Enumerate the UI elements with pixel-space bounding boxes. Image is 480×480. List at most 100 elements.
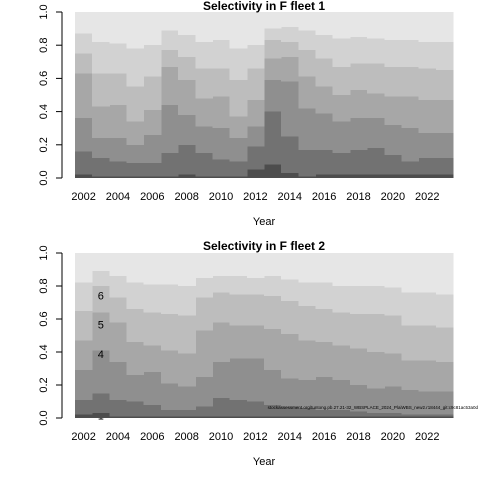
area-segment bbox=[349, 385, 368, 412]
area-segment bbox=[418, 416, 437, 418]
area-segment bbox=[109, 138, 128, 162]
x-axis-label: Year bbox=[253, 456, 276, 468]
x-tick-label: 2020 bbox=[381, 191, 405, 203]
area-segment bbox=[418, 174, 437, 178]
area-segment bbox=[349, 314, 368, 349]
area-segment bbox=[435, 41, 454, 71]
area-segment bbox=[143, 176, 162, 178]
area-segment bbox=[281, 41, 299, 57]
area-segment bbox=[384, 287, 402, 316]
area-segment bbox=[160, 253, 179, 285]
area-segment bbox=[367, 388, 385, 414]
x-tick-label: 2022 bbox=[415, 191, 439, 203]
area-segment bbox=[349, 118, 368, 150]
area-segment bbox=[143, 134, 162, 164]
x-tick-label: 2018 bbox=[346, 431, 370, 443]
area-segment bbox=[229, 161, 248, 177]
area-segment bbox=[315, 113, 334, 150]
area-segment bbox=[178, 144, 196, 175]
area-segment bbox=[212, 176, 231, 178]
area-segment bbox=[349, 12, 368, 37]
area-segment bbox=[160, 314, 179, 351]
area-segment bbox=[143, 345, 162, 372]
series-label: 5 bbox=[98, 320, 104, 332]
area-segment bbox=[143, 163, 162, 177]
area-segment bbox=[160, 50, 179, 67]
area-segment bbox=[195, 12, 213, 42]
area-segment bbox=[178, 12, 196, 36]
area-segment bbox=[160, 383, 179, 410]
area-segment bbox=[178, 409, 196, 417]
area-segment bbox=[332, 174, 351, 178]
area-segment bbox=[384, 154, 402, 175]
area-segment bbox=[264, 404, 282, 417]
area-segment bbox=[212, 40, 231, 69]
area-segment bbox=[212, 128, 231, 160]
area-segment bbox=[401, 174, 420, 178]
area-segment bbox=[384, 40, 402, 67]
area-segment bbox=[92, 73, 110, 107]
area-segment bbox=[298, 416, 317, 418]
area-segment bbox=[212, 159, 231, 177]
area-segment bbox=[401, 325, 420, 361]
area-segment bbox=[264, 40, 282, 59]
y-tick-label: 1.0 bbox=[38, 4, 50, 19]
area-segment bbox=[281, 173, 299, 178]
chart-title: Selectivity in F fleet 1 bbox=[203, 0, 325, 13]
x-tick-label: 2004 bbox=[106, 431, 130, 443]
area-segment bbox=[298, 108, 317, 150]
area-segment bbox=[143, 109, 162, 135]
area-segment bbox=[212, 398, 231, 417]
area-segment bbox=[367, 93, 385, 119]
area-segment bbox=[92, 350, 110, 394]
area-segment bbox=[367, 148, 385, 175]
y-tick-label: 0.6 bbox=[38, 311, 50, 326]
area-segment bbox=[75, 414, 93, 418]
area-segment bbox=[367, 253, 385, 286]
area-segment bbox=[75, 174, 93, 178]
area-segment bbox=[229, 176, 248, 178]
area-segment bbox=[367, 352, 385, 389]
x-tick-label: 2002 bbox=[71, 191, 95, 203]
area-segment bbox=[75, 370, 93, 400]
area-segment bbox=[92, 138, 110, 159]
area-segment bbox=[178, 35, 196, 57]
area-segment bbox=[109, 12, 128, 44]
area-segment bbox=[435, 416, 454, 418]
area-segment bbox=[298, 12, 317, 31]
area-segment bbox=[109, 176, 128, 178]
area-segment bbox=[298, 76, 317, 109]
x-tick-label: 2006 bbox=[140, 431, 164, 443]
y-tick-label: 0.4 bbox=[38, 344, 50, 359]
area-segment bbox=[246, 416, 265, 418]
area-segment bbox=[281, 26, 299, 42]
area-segment bbox=[195, 277, 213, 298]
area-segment bbox=[435, 414, 454, 417]
y-tick-label: 0.6 bbox=[38, 71, 50, 86]
area-segment bbox=[75, 340, 93, 371]
area-segment bbox=[246, 169, 265, 178]
x-tick-label: 2012 bbox=[243, 431, 267, 443]
area-segment bbox=[75, 118, 93, 152]
area-segment bbox=[298, 282, 317, 306]
area-segment bbox=[246, 358, 265, 402]
area-segment bbox=[298, 176, 317, 178]
x-tick-label: 2022 bbox=[415, 431, 439, 443]
area-segment bbox=[349, 63, 368, 91]
area-segment bbox=[160, 176, 179, 178]
area-segment bbox=[384, 174, 402, 178]
area-segment bbox=[212, 416, 231, 418]
area-segment bbox=[332, 66, 351, 95]
x-tick-label: 2016 bbox=[312, 431, 336, 443]
area-segment bbox=[212, 96, 231, 129]
area-segment bbox=[401, 128, 420, 162]
area-segment bbox=[75, 310, 93, 341]
area-segment bbox=[281, 300, 299, 334]
area-segment bbox=[367, 413, 385, 417]
area-segment bbox=[418, 41, 437, 69]
area-segment bbox=[92, 12, 110, 42]
x-tick-label: 2020 bbox=[381, 431, 405, 443]
area-segment bbox=[264, 276, 282, 296]
area-segment bbox=[126, 401, 145, 417]
annotation: stockassessment.org/tuntong.pb.27.21-32_… bbox=[268, 405, 479, 410]
